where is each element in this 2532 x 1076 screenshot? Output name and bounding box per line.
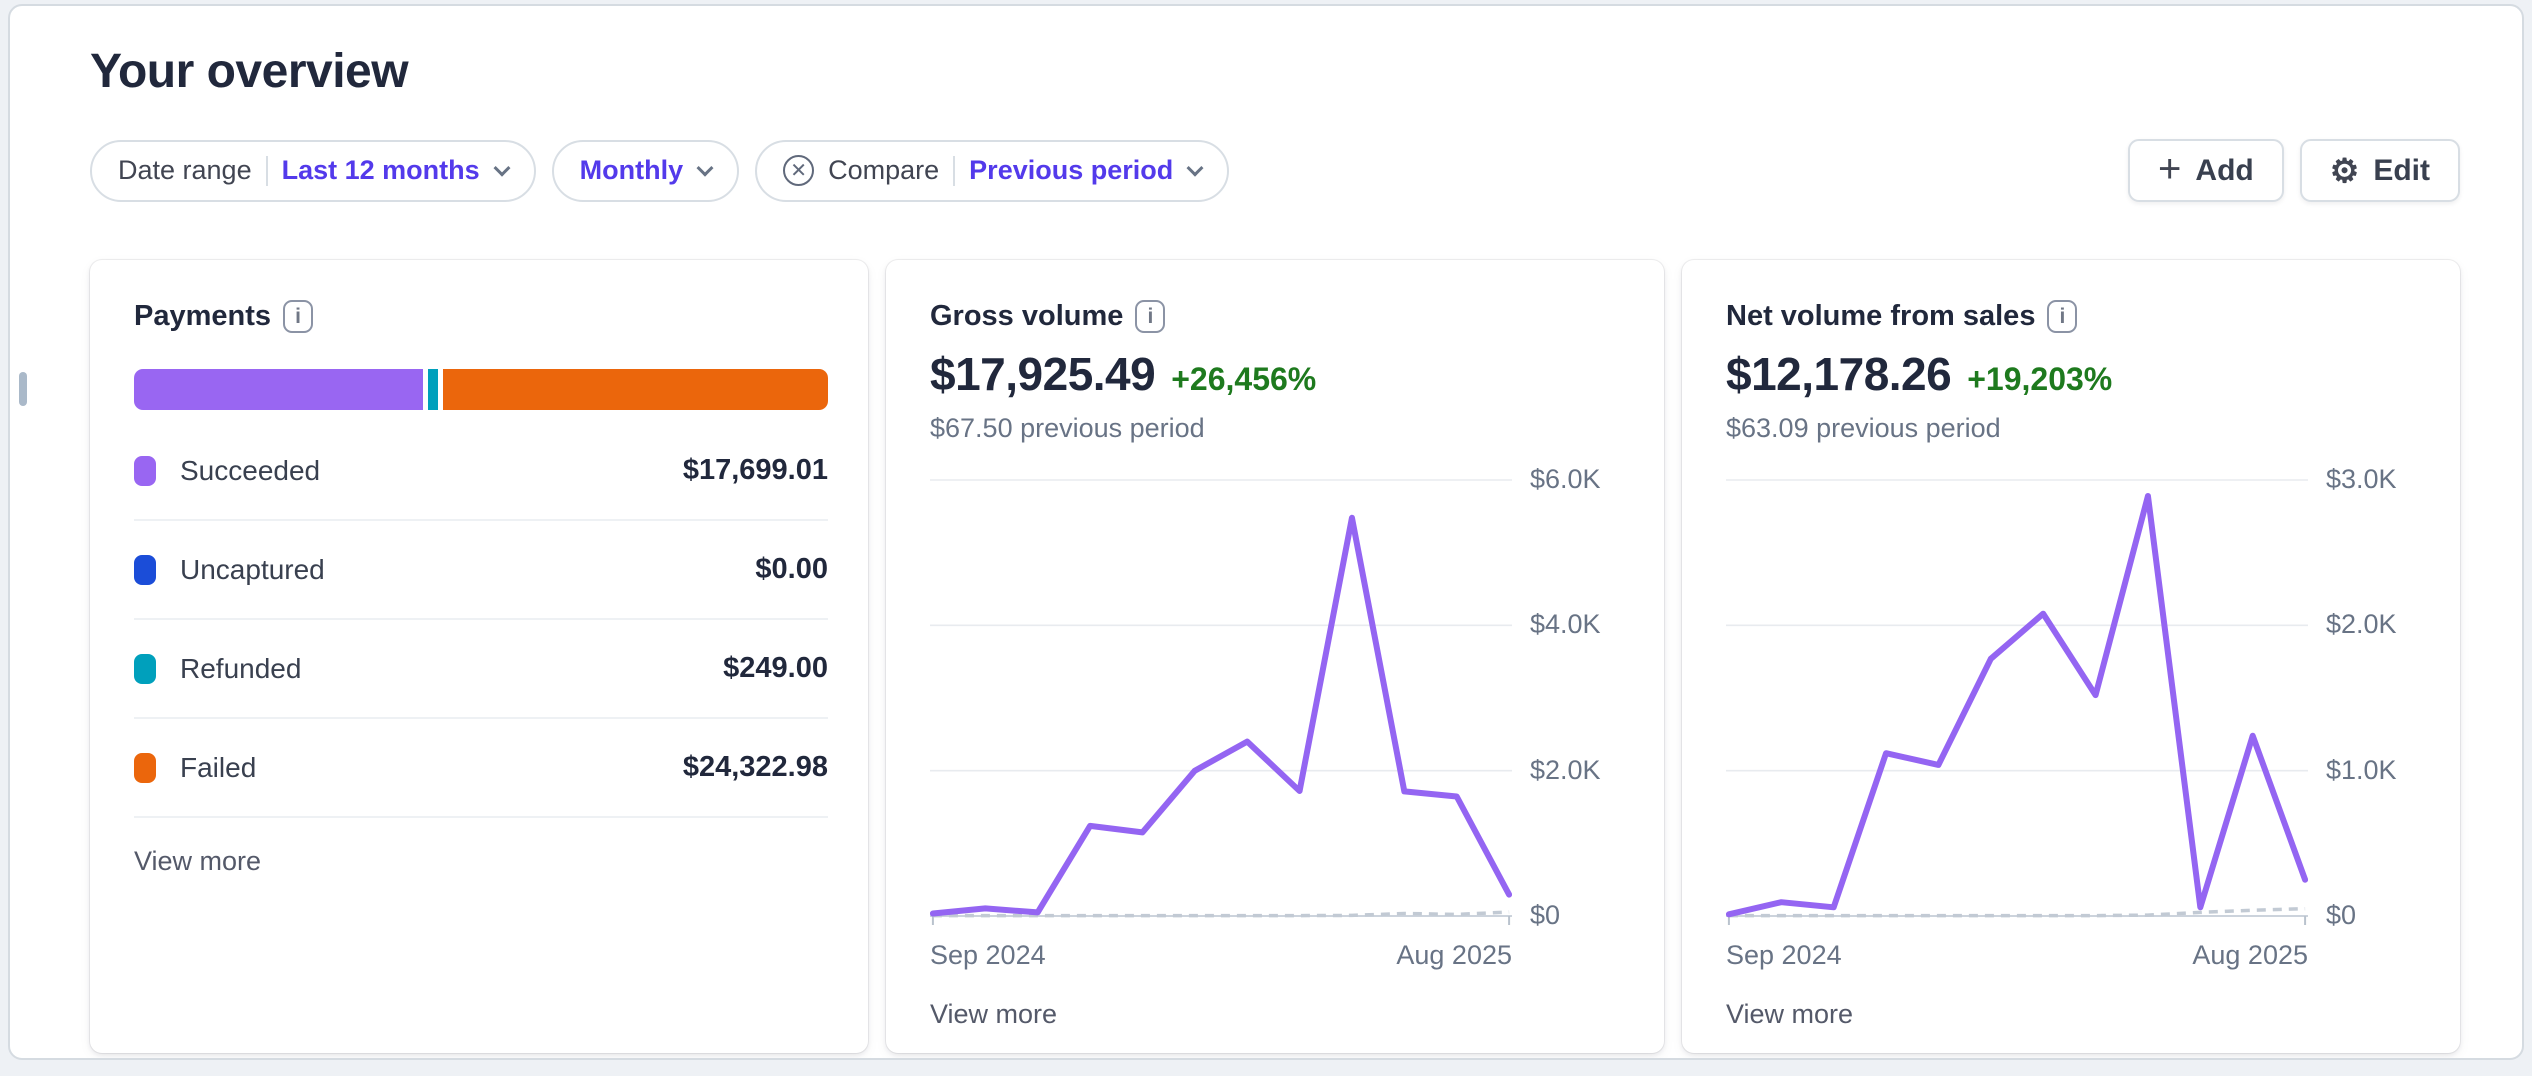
y-tick-label: $4.0K (1530, 609, 1601, 640)
interval-filter[interactable]: Monthly (551, 139, 740, 202)
line-chart-plot[interactable] (1726, 476, 2308, 928)
x-label-start: Sep 2024 (1726, 940, 1842, 970)
edit-button-label: Edit (2373, 153, 2430, 187)
payments-card-title: Payments (134, 300, 272, 332)
y-tick-label: $0 (1530, 900, 1561, 930)
edit-button[interactable]: ⚙ Edit (2299, 139, 2460, 202)
chevron-down-icon (493, 159, 511, 177)
add-button[interactable]: + Add (2128, 139, 2284, 202)
legend-label: Failed (180, 751, 257, 783)
line-chart-plot[interactable] (930, 476, 1512, 928)
y-tick-label: $1.0K (2326, 754, 2397, 785)
legend-row-refunded: Refunded $249.00 (134, 620, 828, 719)
gross-volume-card: Gross volume i $17,925.49 +26,456% $67.5… (886, 260, 1664, 1053)
interval-value: Monthly (579, 155, 684, 185)
legend-row-failed: Failed $24,322.98 (134, 719, 828, 818)
bar-segment-refunded (427, 369, 439, 410)
payments-card: Payments i Succeeded $17,699.01 Uncaptur… (90, 260, 868, 1053)
y-tick-label: $6.0K (1530, 464, 1601, 494)
net-volume-view-more-link[interactable]: View more (1726, 999, 1854, 1029)
payments-view-more-link[interactable]: View more (134, 846, 262, 876)
info-icon[interactable]: i (1135, 300, 1166, 333)
chevron-down-icon (1186, 159, 1204, 177)
gross-volume-total: $17,925.49 (930, 348, 1156, 400)
legend-label: Uncaptured (180, 553, 325, 585)
net-volume-card: Net volume from sales i $12,178.26 +19,2… (1682, 260, 2460, 1053)
net-volume-total: $12,178.26 (1726, 348, 1952, 400)
legend-label: Refunded (180, 652, 302, 684)
date-range-filter[interactable]: Date range Last 12 months (90, 139, 536, 202)
y-axis-labels: $3.0K $2.0K $1.0K $0 (2308, 464, 2420, 930)
legend-amount: $249.00 (723, 652, 828, 684)
bar-segment-succeeded (134, 369, 423, 410)
pill-divider (953, 155, 956, 186)
x-label-end: Aug 2025 (2192, 940, 2308, 970)
x-axis-labels: Sep 2024 Aug 2025 (1726, 940, 2308, 971)
bar-segment-failed (443, 369, 828, 410)
x-label-start: Sep 2024 (930, 940, 1046, 970)
legend-row-succeeded: Succeeded $17,699.01 (134, 422, 828, 521)
left-drag-handle[interactable] (19, 372, 27, 406)
overview-cards: Payments i Succeeded $17,699.01 Uncaptur… (90, 260, 2460, 1053)
overview-window: Your overview Date range Last 12 months … (8, 4, 2524, 1060)
y-tick-label: $3.0K (2326, 464, 2397, 494)
payments-legend: Succeeded $17,699.01 Uncaptured $0.00 Re… (134, 422, 828, 818)
x-label-end: Aug 2025 (1396, 940, 1512, 970)
net-volume-title: Net volume from sales (1726, 300, 2036, 332)
add-button-label: Add (2195, 153, 2254, 187)
compare-value: Previous period (969, 155, 1174, 185)
legend-amount: $17,699.01 (682, 454, 828, 486)
gross-volume-previous: $67.50 previous period (930, 413, 1205, 443)
uncaptured-swatch (134, 554, 156, 585)
refunded-swatch (134, 653, 156, 684)
legend-row-uncaptured: Uncaptured $0.00 (134, 521, 828, 620)
compare-label: Compare (828, 155, 940, 185)
gross-volume-view-more-link[interactable]: View more (930, 999, 1058, 1029)
main-content: Your overview Date range Last 12 months … (10, 6, 2522, 1053)
y-tick-label: $2.0K (1530, 754, 1601, 785)
failed-swatch (134, 752, 156, 783)
legend-amount: $0.00 (755, 553, 828, 585)
gross-volume-delta: +26,456% (1171, 361, 1317, 397)
y-tick-label: $0 (2326, 900, 2357, 930)
info-icon[interactable]: i (2047, 300, 2078, 333)
gross-volume-chart[interactable]: Sep 2024 Aug 2025 $6.0K $4.0K $2.0K $0 (930, 464, 1624, 971)
legend-amount: $24,322.98 (682, 751, 828, 783)
page-title: Your overview (90, 45, 409, 98)
remove-compare-icon[interactable]: ✕ (783, 155, 815, 186)
pill-divider (265, 155, 268, 186)
payments-stacked-bar[interactable] (134, 369, 828, 410)
net-volume-previous: $63.09 previous period (1726, 413, 2001, 443)
succeeded-swatch (134, 455, 156, 486)
compare-filter[interactable]: ✕ Compare Previous period (755, 139, 1230, 202)
legend-label: Succeeded (180, 454, 321, 486)
date-range-value: Last 12 months (281, 155, 480, 185)
y-axis-labels: $6.0K $4.0K $2.0K $0 (1512, 464, 1624, 930)
toolbar-actions: + Add ⚙ Edit (2128, 139, 2460, 202)
net-volume-chart[interactable]: Sep 2024 Aug 2025 $3.0K $2.0K $1.0K $0 (1726, 464, 2420, 971)
filter-toolbar: Date range Last 12 months Monthly ✕ Comp… (90, 139, 2460, 202)
net-volume-delta: +19,203% (1967, 361, 2113, 397)
gross-volume-title: Gross volume (930, 300, 1124, 332)
y-tick-label: $2.0K (2326, 609, 2397, 640)
date-range-label: Date range (118, 155, 252, 185)
info-icon[interactable]: i (283, 300, 314, 333)
x-axis-labels: Sep 2024 Aug 2025 (930, 940, 1512, 971)
chevron-down-icon (696, 159, 714, 177)
